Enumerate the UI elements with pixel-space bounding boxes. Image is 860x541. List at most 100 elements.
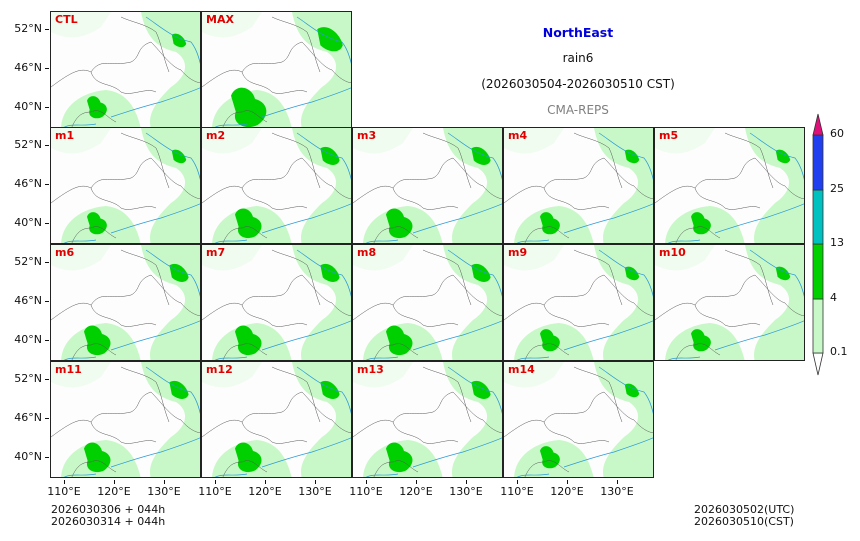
panel-label: m1 [55, 129, 75, 142]
panel-label: m13 [357, 363, 384, 376]
lon-tick-label: 120°E [94, 480, 134, 498]
light-rain-area [745, 245, 804, 360]
province-borders [51, 249, 200, 360]
map-panel-m9: m9 [503, 244, 654, 361]
panel-label: m2 [206, 129, 226, 142]
province-borders [51, 366, 200, 477]
rivers [63, 16, 200, 127]
province-borders [655, 132, 804, 243]
light-rain-area [141, 362, 200, 477]
lon-tick-label: 110°E [195, 480, 235, 498]
map-panel-m13: m13 [352, 361, 503, 478]
panel-label: m3 [357, 129, 377, 142]
moderate-rain-area [540, 266, 640, 352]
lat-tick-label: 46°N [2, 294, 49, 307]
rivers [667, 249, 804, 360]
colorbar-extend-max [812, 113, 824, 136]
light-rain-area [594, 362, 653, 477]
map-panel-m11: m11 [50, 361, 201, 478]
province-borders [353, 249, 502, 360]
moderate-rain-area [691, 266, 791, 352]
light-rain-area [292, 362, 351, 477]
panel-label: m10 [659, 246, 686, 259]
light-rain-area [745, 128, 804, 243]
rivers [516, 132, 653, 243]
rivers [63, 366, 200, 477]
map-panel-m5: m5 [654, 127, 805, 244]
lat-tick-label: 52°N [2, 372, 49, 385]
rivers [214, 132, 351, 243]
panel-label: m14 [508, 363, 535, 376]
period-title: (2026030504-2026030510 CST) [481, 77, 675, 91]
panel-label: m9 [508, 246, 528, 259]
rivers [365, 366, 502, 477]
rivers [667, 132, 804, 243]
map-panel-max: MAX [201, 11, 352, 128]
lon-tick-label: 130°E [144, 480, 184, 498]
colorbar-level-label: 25 [830, 182, 844, 195]
lat-tick-label: 46°N [2, 61, 49, 74]
lon-tick-label: 130°E [446, 480, 486, 498]
light-rain-area [443, 245, 502, 360]
light-rain-area [292, 245, 351, 360]
panel-label: m7 [206, 246, 226, 259]
lat-tick-label: 40°N [2, 333, 49, 346]
province-borders [202, 366, 351, 477]
lat-tick-label: 40°N [2, 450, 49, 463]
province-borders [51, 132, 200, 243]
lon-tick-label: 120°E [547, 480, 587, 498]
province-borders [504, 132, 653, 243]
light-rain-area [594, 128, 653, 243]
lon-tick-label: 110°E [497, 480, 537, 498]
moderate-rain-area [540, 149, 640, 235]
colorbar-level-label: 13 [830, 236, 844, 249]
rivers [516, 249, 653, 360]
rivers [63, 132, 200, 243]
rivers [214, 16, 351, 127]
map-panel-m14: m14 [503, 361, 654, 478]
init-time-1: 2026030306 + 044h [51, 503, 166, 516]
lat-tick-label: 40°N [2, 216, 49, 229]
map-panel-m8: m8 [352, 244, 503, 361]
province-borders [202, 249, 351, 360]
lon-tick-label: 120°E [396, 480, 436, 498]
colorbar-extend-min [812, 352, 824, 376]
province-borders [202, 16, 351, 127]
light-rain-area [141, 128, 200, 243]
colorbar-level-label: 4 [830, 291, 837, 304]
valid-time-cst: 2026030510(CST) [694, 515, 794, 528]
panel-label: m6 [55, 246, 75, 259]
colorbar-segment [812, 298, 824, 354]
colorbar-segment [812, 189, 824, 245]
map-panel-m2: m2 [201, 127, 352, 244]
colorbar [812, 113, 824, 376]
map-panel-ctl: CTL [50, 11, 201, 128]
colorbar-level-label: 0.1 [830, 345, 848, 358]
moderate-rain-area [87, 33, 187, 119]
moderate-rain-area [540, 383, 640, 469]
light-rain-area [141, 245, 200, 360]
province-borders [655, 249, 804, 360]
lon-tick-label: 120°E [245, 480, 285, 498]
panel-label: m5 [659, 129, 679, 142]
map-panel-m4: m4 [503, 127, 654, 244]
rivers [214, 366, 351, 477]
colorbar-segment [812, 243, 824, 300]
init-time-2: 2026030314 + 044h [51, 515, 166, 528]
panel-label: CTL [55, 13, 78, 26]
rivers [63, 249, 200, 360]
map-panel-m3: m3 [352, 127, 503, 244]
panel-label: m12 [206, 363, 233, 376]
province-borders [202, 132, 351, 243]
map-panel-m1: m1 [50, 127, 201, 244]
light-rain-area [594, 245, 653, 360]
rivers [214, 249, 351, 360]
colorbar-level-label: 60 [830, 127, 844, 140]
province-borders [504, 249, 653, 360]
lat-tick-label: 52°N [2, 255, 49, 268]
lon-tick-label: 110°E [44, 480, 84, 498]
light-rain-area [141, 12, 200, 127]
moderate-rain-area [231, 27, 343, 127]
province-borders [353, 366, 502, 477]
